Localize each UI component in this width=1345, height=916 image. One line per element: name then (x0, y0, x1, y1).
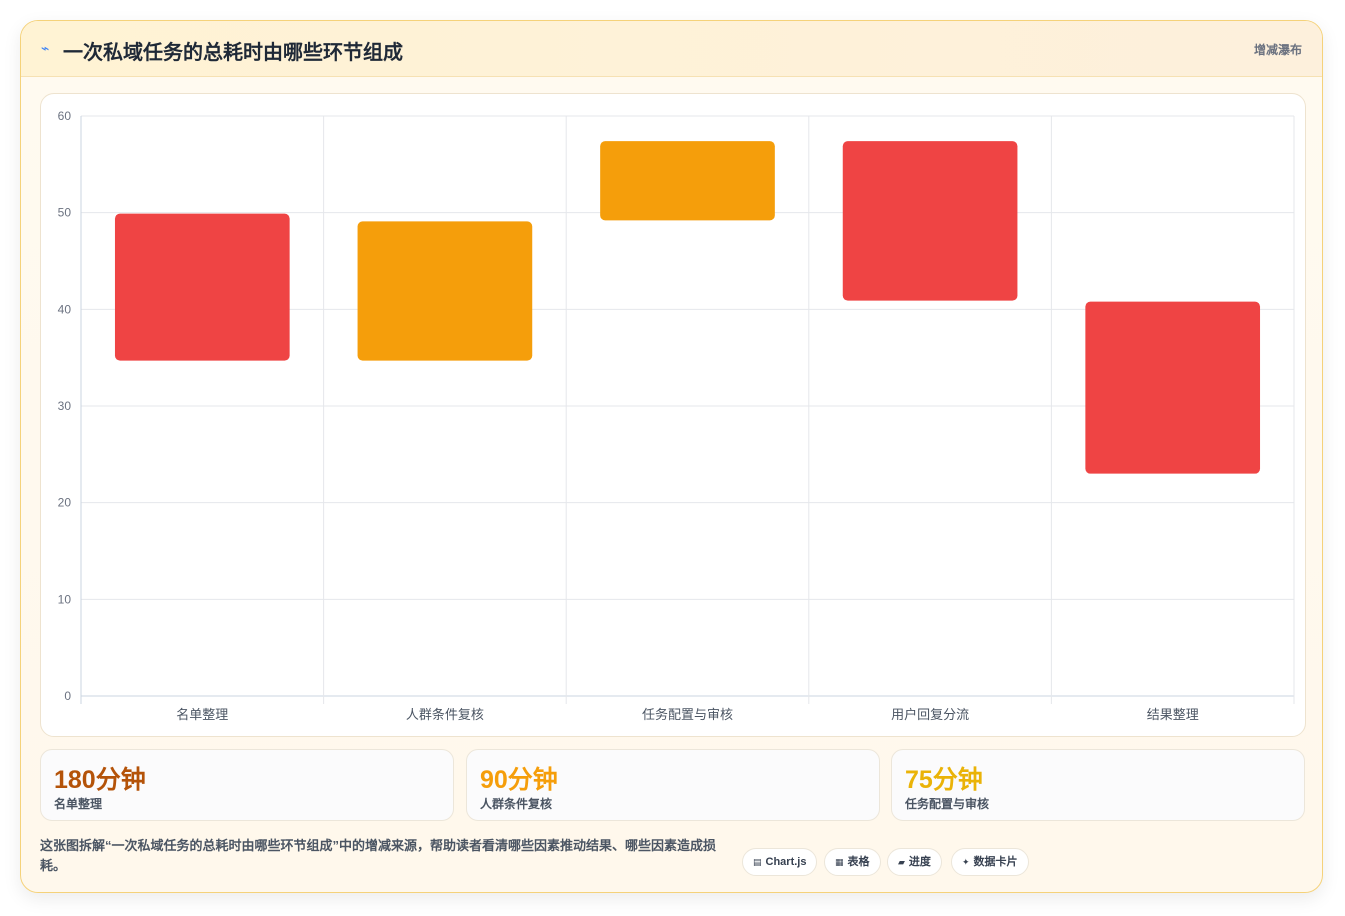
chart-container: 0 10 20 30 40 50 60 名单整理 人群条件复核 任务配置与审核 用户回复分流 结果整理 (40, 93, 1306, 737)
chip-label: 数据卡片 (973, 856, 1018, 868)
y-tick-label: 0 (64, 689, 71, 703)
chart-description: 这张图拆解“一次私域任务的总耗时由哪些环节组成”中的增减来源，帮助读者看清哪些因… (40, 838, 717, 873)
waterfall-bar (114, 213, 290, 361)
waterfall-chart: 0 10 20 30 40 50 60 名单整理 人群条件复核 任务配置与审核 用户回复分流 结果整理 (58, 109, 1295, 722)
x-tick-label: 任务配置与审核 (642, 707, 733, 722)
stat-card-1: 180分钟 名单整理 (40, 749, 454, 821)
stat-label: 人群条件复核 (480, 797, 553, 811)
y-tick-label: 50 (58, 206, 72, 220)
waterfall-bar (1085, 301, 1261, 474)
lightning-icon: ⌁ (41, 40, 50, 56)
x-tick-label: 名单整理 (176, 707, 228, 722)
chip-data-card[interactable]: ✦ 数据卡片 (951, 848, 1029, 876)
waterfall-bar (842, 141, 1018, 301)
stat-value: 180分钟 (54, 766, 146, 794)
x-tick-label: 用户回复分流 (891, 707, 969, 722)
stat-value: 90分钟 (480, 766, 558, 794)
chart-card: ⌁ 一次私域任务的总耗时由哪些环节组成 增减瀑布 0 10 20 30 40 50 60 名单… (20, 20, 1323, 893)
stat-card-2: 90分钟 人群条件复核 (466, 749, 880, 821)
chip-label: 表格 (847, 856, 870, 868)
page-title: 一次私域任务的总耗时由哪些环节组成 (63, 42, 403, 64)
x-tick-label: 结果整理 (1147, 707, 1199, 722)
table-icon: ▦ (835, 857, 844, 867)
progress-icon: ▰ (898, 857, 905, 867)
stat-label: 任务配置与审核 (905, 797, 990, 811)
chart-type-tag: 增减瀑布 (1253, 43, 1302, 57)
chip-progress[interactable]: ▰ 进度 (887, 848, 942, 876)
chip-table[interactable]: ▦ 表格 (824, 848, 881, 876)
stat-value: 75分钟 (905, 766, 983, 794)
y-tick-label: 10 (58, 592, 72, 606)
stat-label: 名单整理 (54, 797, 103, 811)
stat-card-3: 75分钟 任务配置与审核 (891, 749, 1305, 821)
chip-label: Chart.js (765, 856, 807, 868)
waterfall-bar (357, 221, 533, 361)
x-tick-label: 人群条件复核 (406, 707, 484, 722)
waterfall-bar (600, 141, 775, 221)
chip-chartjs[interactable]: ▤ Chart.js (742, 848, 818, 876)
chart-icon: ▤ (753, 857, 762, 867)
y-tick-label: 30 (58, 399, 72, 413)
y-tick-label: 60 (58, 109, 72, 123)
chip-label: 进度 (908, 856, 931, 868)
card-header: ⌁ 一次私域任务的总耗时由哪些环节组成 增减瀑布 (21, 21, 1322, 77)
y-tick-label: 40 (58, 302, 72, 316)
y-tick-label: 20 (58, 496, 72, 510)
sparkle-icon: ✦ (962, 857, 970, 867)
